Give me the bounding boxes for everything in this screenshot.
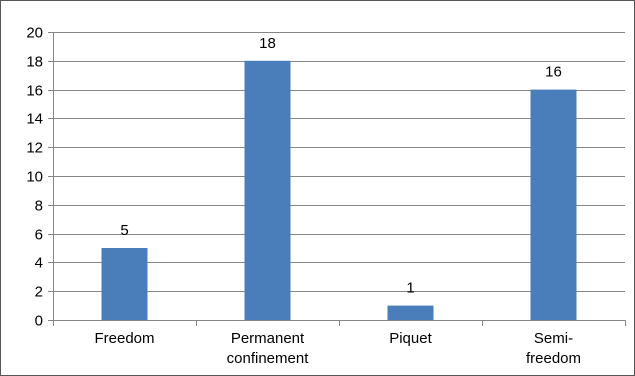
data-label: 18 bbox=[259, 35, 276, 52]
bar bbox=[101, 248, 148, 320]
y-tick-label: 16 bbox=[26, 83, 43, 100]
x-category-label: confinement bbox=[227, 350, 310, 367]
x-category-label: Freedom bbox=[94, 330, 154, 347]
gridlines bbox=[48, 32, 626, 326]
y-tick-label: 2 bbox=[35, 284, 43, 301]
y-tick-label: 10 bbox=[26, 169, 43, 186]
data-labels: 5 18 1 16 bbox=[120, 35, 562, 297]
y-axis-ticks: 0 2 4 6 8 10 12 14 16 18 20 bbox=[26, 25, 43, 330]
bar bbox=[530, 89, 577, 320]
bar bbox=[244, 60, 291, 321]
data-label: 1 bbox=[406, 280, 414, 297]
bars bbox=[101, 60, 577, 321]
bar bbox=[387, 305, 434, 320]
y-tick-label: 18 bbox=[26, 54, 43, 71]
y-tick-label: 8 bbox=[35, 198, 43, 215]
x-category-label: Permanent bbox=[231, 330, 305, 347]
x-category-label: Semi- bbox=[534, 330, 573, 347]
data-label: 5 bbox=[120, 222, 128, 239]
x-axis-categories: Freedom Permanent confinement Piquet Semi-fr… bbox=[94, 330, 581, 367]
y-tick-label: 4 bbox=[35, 255, 43, 272]
x-category-label: freedom bbox=[526, 350, 581, 367]
y-tick-label: 6 bbox=[35, 227, 43, 244]
y-tick-label: 20 bbox=[26, 25, 43, 42]
x-category-label: Piquet bbox=[389, 330, 432, 347]
y-tick-label: 12 bbox=[26, 140, 43, 157]
y-tick-label: 14 bbox=[26, 111, 43, 128]
y-tick-label: 0 bbox=[35, 313, 43, 330]
data-label: 16 bbox=[545, 64, 562, 81]
